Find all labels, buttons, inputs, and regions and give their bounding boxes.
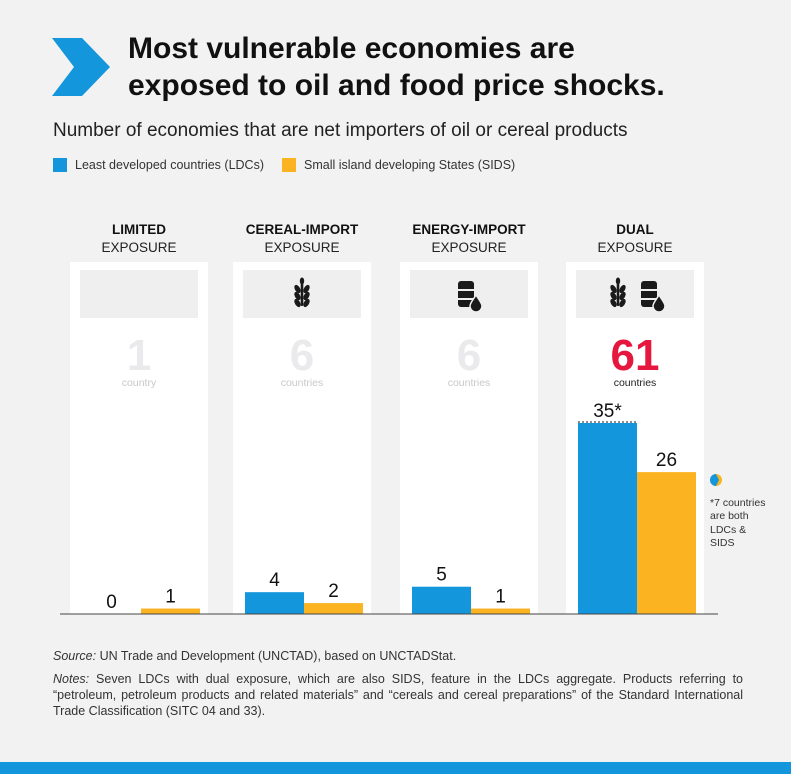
data-label: 1 [495,587,506,608]
category-label: CEREAL-IMPORT [246,222,359,237]
chart-title: Most vulnerable economies are exposed to… [128,30,768,104]
category-total: 6 [290,331,314,380]
legend-swatch-ldc [53,158,67,172]
data-label: 35* [593,401,622,422]
source-text: UN Trade and Development (UNCTAD), based… [96,649,457,663]
legend-item-ldc: Least developed countries (LDCs) [53,158,264,172]
legend-label-sids: Small island developing States (SIDS) [304,158,516,172]
title-line-2: exposed to oil and food price shocks. [128,69,665,102]
bar-sids [637,472,696,614]
notes-line: Notes: Seven LDCs with dual exposure, wh… [53,671,743,719]
legend: Least developed countries (LDCs) Small i… [53,158,533,172]
category-panel [233,262,371,614]
bar-ldc [245,592,304,614]
category-panel [70,262,208,614]
bottom-accent-bar [0,762,791,774]
bar-sids [471,608,530,614]
category-total-unit: country [122,377,157,389]
category-label: LIMITED [112,222,166,237]
oil-barrel-icon [458,281,483,313]
category-total: 61 [611,331,660,380]
data-label: 1 [165,587,176,608]
category-panel [400,262,538,614]
source-label: Source: [53,649,97,663]
footer: Source: UN Trade and Development (UNCTAD… [53,648,743,719]
oil-barrel-icon [641,281,666,313]
category-label: ENERGY-IMPORT [412,222,526,237]
bar-ldc [412,586,471,614]
title-line-1: Most vulnerable economies are [128,32,575,65]
notes-text: Seven LDCs with dual exposure, which are… [53,672,743,718]
chart-subtitle: Number of economies that are net importe… [53,120,628,141]
side-note-text: *7 countries are both LDCs & SIDS [710,496,766,550]
bar-sids [141,608,200,614]
legend-item-sids: Small island developing States (SIDS) [282,158,515,172]
category-total-unit: countries [281,377,324,389]
wheat-icon [294,277,310,308]
data-label: 0 [106,592,117,613]
ldc-sids-overlap-icon [710,474,722,486]
bar-sids [304,603,363,614]
side-note: *7 countries are both LDCs & SIDS [710,474,780,551]
category-total-unit: countries [448,377,491,389]
icon-box [576,270,694,318]
data-label: 4 [269,570,280,591]
data-label: 5 [436,565,447,586]
category-total: 6 [457,331,481,380]
legend-label-ldc: Least developed countries (LDCs) [75,158,264,172]
wheat-icon [610,277,626,308]
icon-box [80,270,198,318]
data-label: 26 [656,450,677,471]
category-total: 1 [127,331,151,380]
category-label: EXPOSURE [264,240,339,255]
data-label: 2 [328,581,339,602]
category-label: DUAL [616,222,654,237]
bar-ldc [578,423,637,614]
category-label: EXPOSURE [431,240,506,255]
category-label: EXPOSURE [597,240,672,255]
chevron-right-icon [52,38,110,96]
legend-swatch-sids [282,158,296,172]
category-total-unit: countries [614,377,657,389]
notes-label: Notes: [53,672,90,686]
source-line: Source: UN Trade and Development (UNCTAD… [53,648,743,664]
category-label: EXPOSURE [101,240,176,255]
